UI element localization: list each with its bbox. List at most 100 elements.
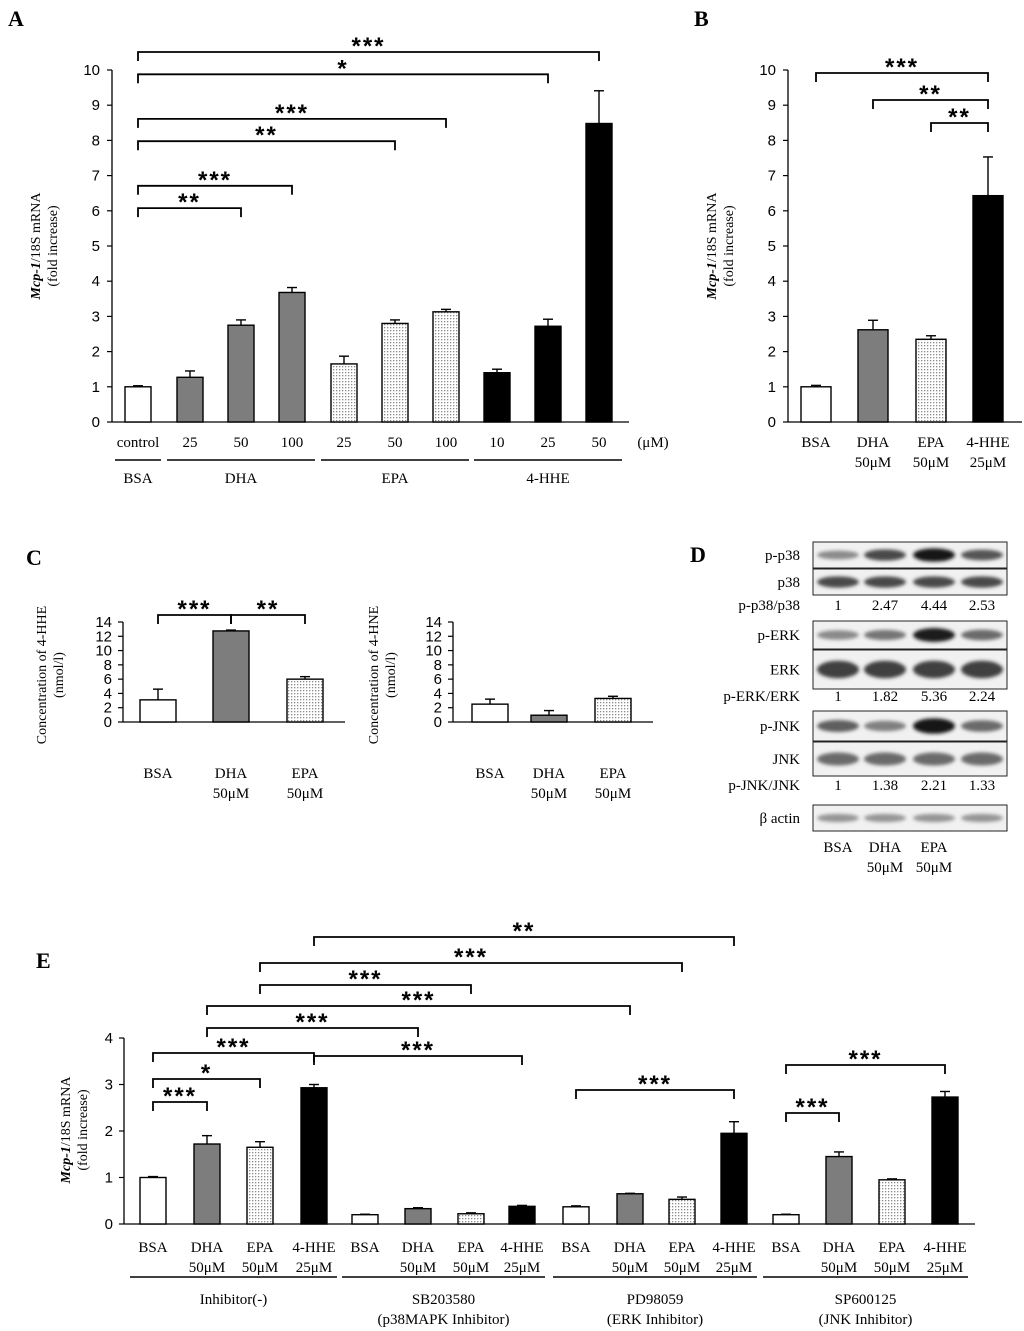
blot-row-label: p-JNK/JNK [728, 778, 800, 794]
significance-bracket [815, 72, 989, 82]
blot-band [961, 752, 1003, 766]
category-label: 50 [234, 435, 249, 451]
significance-stars: *** [795, 1094, 829, 1121]
category-label: 50μM [287, 786, 323, 802]
ylabel-panel-a: Mcp-1/18S mRNA (fold increase) [29, 192, 61, 301]
y-tick-label: 14 [95, 614, 112, 631]
blot-ratio-value: 2.47 [872, 598, 899, 614]
ylabel-panel-c-left: Concentration of 4-HHE (nmol/l) [35, 606, 67, 744]
blot-row-label: ERK [770, 663, 800, 679]
category-label: EPA [918, 435, 945, 451]
y-tick-label: 0 [434, 714, 442, 731]
category-label: 50μM [821, 1260, 857, 1276]
y-tick-label: 10 [425, 643, 442, 660]
group-label: DHA [225, 471, 258, 487]
significance-stars: *** [848, 1046, 882, 1073]
category-label: 25μM [927, 1260, 963, 1276]
category-label: DHA [215, 766, 248, 782]
significance-stars: * [337, 55, 348, 82]
group-label: EPA [382, 471, 409, 487]
y-tick-label: 6 [104, 671, 112, 688]
blot-band [864, 576, 906, 588]
category-label: 4-HHE [966, 435, 1009, 451]
y-tick-label: 5 [768, 238, 776, 255]
y-tick-label: 10 [83, 62, 100, 79]
blot-band [817, 813, 859, 823]
y-tick-label: 7 [92, 168, 100, 185]
svg-text:(fold increase): (fold increase) [46, 205, 61, 287]
y-tick-label: 8 [434, 657, 442, 674]
blot-band [913, 813, 955, 823]
ylabel-panel-e: Mcp-1/18S mRNA (fold increase) [59, 1076, 91, 1185]
blot-ratio-value: 1.38 [872, 778, 898, 794]
svg-text:(nmol/l): (nmol/l) [52, 652, 67, 698]
y-tick-label: 0 [92, 414, 100, 431]
significance-stars: *** [216, 1034, 250, 1061]
blot-ratio-value: 1 [834, 778, 842, 794]
category-label: 10 [490, 435, 505, 451]
category-label: 50μM [213, 786, 249, 802]
category-label: 25 [337, 435, 352, 451]
significance-stars: *** [275, 100, 309, 127]
category-label: DHA [823, 1240, 856, 1256]
ylabel-panel-c-right: Concentration of 4-HNE (nmol/l) [367, 606, 399, 744]
significance-stars: *** [177, 596, 211, 623]
bar [720, 1132, 748, 1225]
category-label: BSA [801, 435, 830, 451]
blot-ratio-value: 4.44 [921, 598, 948, 614]
bar [286, 678, 324, 723]
y-tick-label: 1 [92, 379, 100, 396]
y-tick-label: 2 [434, 700, 442, 717]
category-label: BSA [143, 766, 172, 782]
category-label: 50μM [855, 455, 891, 471]
blot-band [864, 660, 906, 679]
significance-bracket [575, 1089, 735, 1099]
blot-band [913, 752, 955, 766]
y-tick-label: 2 [105, 1123, 113, 1140]
blot-band [961, 813, 1003, 823]
bar [800, 386, 832, 423]
significance-stars: *** [401, 987, 435, 1014]
category-label: 50μM [664, 1260, 700, 1276]
blot-ratio-value: 2.53 [969, 598, 995, 614]
category-label: EPA [292, 766, 319, 782]
group-label: (p38MAPK Inhibitor) [377, 1312, 509, 1328]
category-label: EPA [600, 766, 627, 782]
significance-bracket [785, 1064, 946, 1074]
blot-lane-label: 50μM [916, 860, 952, 876]
blot-band [913, 628, 955, 642]
category-label: 50μM [189, 1260, 225, 1276]
blot-lane-label: BSA [823, 840, 852, 856]
category-label: 50 [388, 435, 403, 451]
blot-ratio-value: 1.82 [872, 689, 898, 705]
panel-label-d: D [690, 542, 706, 567]
bar [139, 699, 177, 723]
y-tick-label: 4 [92, 273, 100, 290]
svg-text:Concentration of 4-HHE: Concentration of 4-HHE [35, 606, 50, 744]
bar [227, 324, 255, 423]
group-label: SP600125 [835, 1292, 897, 1308]
blot-band [817, 720, 859, 732]
category-label: 50 [592, 435, 607, 451]
bar [594, 697, 632, 723]
bar [562, 1206, 590, 1225]
blot-row-label: p-p38 [765, 548, 800, 564]
y-tick-label: 5 [92, 238, 100, 255]
bar [212, 630, 250, 723]
significance-stars: *** [885, 54, 919, 81]
blot-lane-label: EPA [921, 840, 948, 856]
significance-stars: *** [198, 167, 232, 194]
significance-bracket [137, 140, 396, 151]
panel-label-a: A [8, 6, 24, 31]
category-label: BSA [350, 1240, 379, 1256]
bar [530, 714, 568, 723]
blot-ratio-value: 1 [834, 598, 842, 614]
y-tick-label: 4 [768, 273, 776, 290]
y-tick-label: 6 [768, 203, 776, 220]
category-label: DHA [533, 766, 566, 782]
ylabel-panel-b: Mcp-1/18S mRNA (fold increase) [705, 192, 737, 301]
